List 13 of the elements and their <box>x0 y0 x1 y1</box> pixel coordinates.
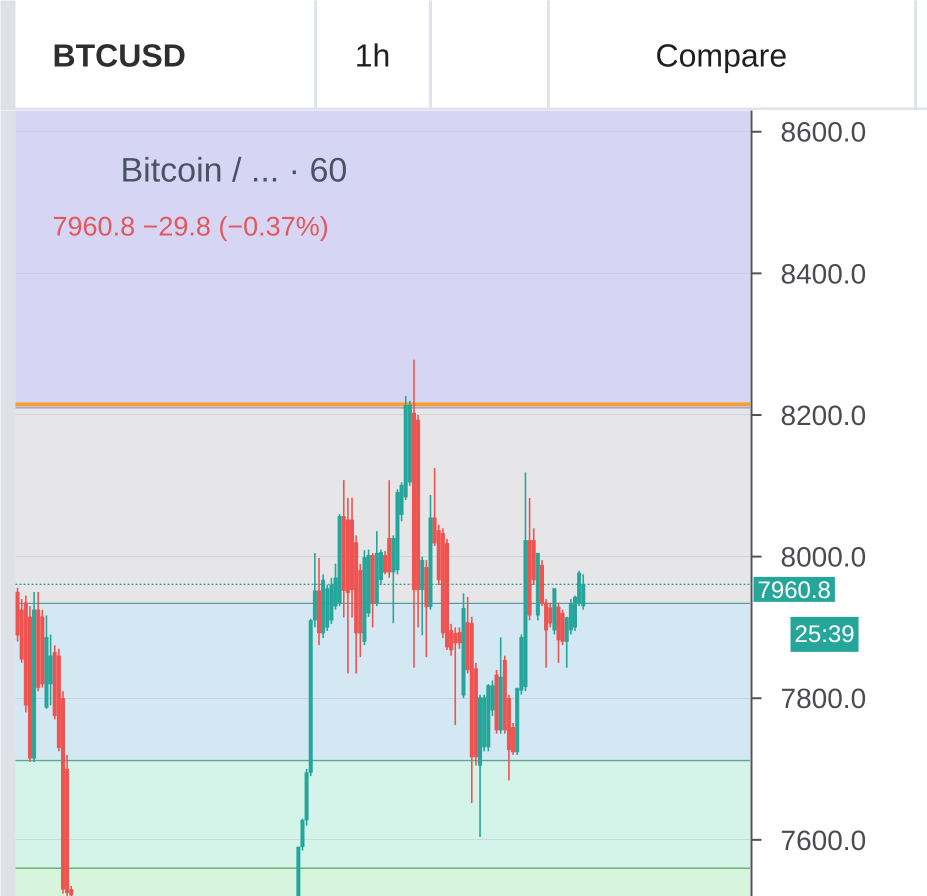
chart-title: BTCUSD <box>52 38 186 74</box>
ref-line-label: 7960.8 <box>758 576 831 604</box>
text: 1h <box>354 38 390 74</box>
text: Bitcoin / ... · 60 <box>120 152 348 190</box>
text: Compare <box>656 38 788 74</box>
text: 25:39 <box>794 620 855 648</box>
y-tick-label: 7600.0 <box>780 824 866 856</box>
y-tick-label: 8200.0 <box>780 400 866 431</box>
y-tick-label: 8000.0 <box>780 542 866 573</box>
annotation: 7960.8 −29.8 (−0.37%) <box>52 212 329 242</box>
y-tick-label: 8400.0 <box>780 258 866 290</box>
y-tick-label: 7800.0 <box>780 683 866 714</box>
y-tick-label: 8600.0 <box>780 116 866 148</box>
